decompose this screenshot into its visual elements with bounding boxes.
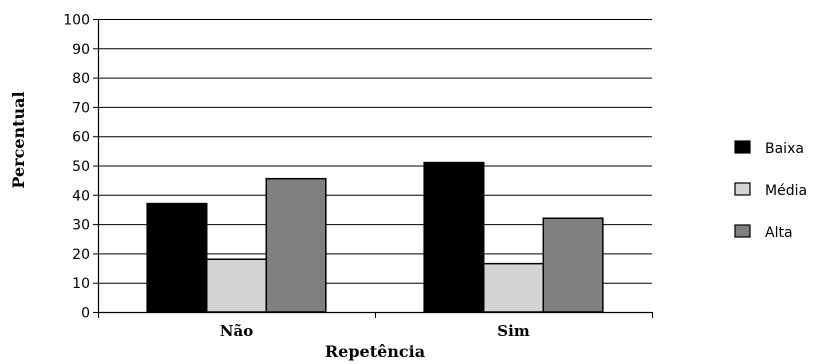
y-tick-label: 20 — [72, 247, 90, 263]
y-tick-label: 70 — [72, 100, 90, 116]
x-tick-label: Sim — [497, 322, 530, 340]
legend: Baixa Média Alta — [734, 140, 807, 241]
legend-swatch-média — [734, 182, 751, 196]
y-tick-label: 40 — [72, 188, 90, 204]
bar-média-sim — [482, 262, 545, 313]
y-tick-label: 50 — [72, 159, 90, 175]
y-tick-label: 100 — [63, 13, 90, 29]
y-tick-label: 30 — [72, 218, 90, 234]
bar-média-não — [205, 258, 268, 313]
legend-label: Média — [765, 183, 807, 199]
y-tick-label: 90 — [72, 42, 90, 58]
legend-label: Baixa — [765, 141, 804, 157]
bar-alta-não — [265, 177, 327, 313]
y-tick-label: 80 — [72, 71, 90, 87]
y-tick-label: 60 — [72, 130, 90, 146]
x-axis-title: Repetência — [325, 342, 425, 361]
bar-alta-sim — [542, 217, 604, 313]
bars — [146, 161, 604, 313]
x-tick-label: Não — [220, 322, 253, 340]
axes: 0 10 20 30 40 50 60 70 80 90 100 Não Sim — [63, 13, 653, 340]
bar-baixa-não — [146, 202, 208, 313]
bar-baixa-sim — [423, 161, 485, 313]
y-axis-title: Percentual — [9, 91, 28, 188]
y-tick-label: 0 — [81, 306, 90, 322]
y-tick-label: 10 — [72, 276, 90, 292]
legend-swatch-baixa — [734, 140, 751, 154]
legend-label: Alta — [765, 225, 793, 241]
legend-swatch-alta — [734, 224, 751, 238]
